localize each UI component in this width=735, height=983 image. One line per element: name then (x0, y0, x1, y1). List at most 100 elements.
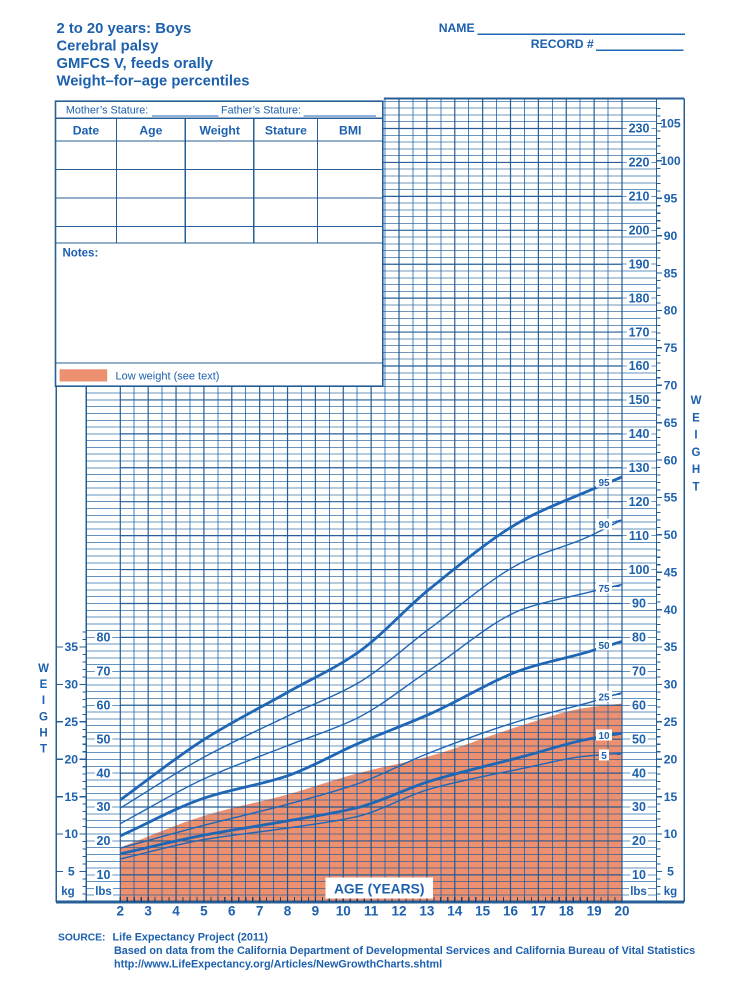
svg-text:lbs: lbs (95, 886, 112, 898)
svg-text:90: 90 (598, 520, 610, 531)
svg-text:5: 5 (200, 904, 208, 919)
svg-text:Mother’s Stature:: Mother’s Stature: (66, 105, 148, 117)
svg-text:AGE (YEARS): AGE (YEARS) (334, 882, 424, 897)
svg-text:Based on data from the Califor: Based on data from the California Depart… (114, 945, 695, 957)
svg-text:90: 90 (664, 229, 678, 243)
svg-text:SOURCE:: SOURCE: (58, 933, 105, 944)
svg-text:7: 7 (256, 904, 264, 919)
svg-text:200: 200 (629, 224, 650, 238)
svg-text:14: 14 (447, 904, 463, 919)
svg-text:20: 20 (65, 752, 79, 766)
svg-text:180: 180 (629, 291, 650, 305)
svg-text:4: 4 (172, 904, 180, 919)
svg-text:30: 30 (664, 678, 678, 692)
svg-text:100: 100 (660, 154, 681, 168)
svg-text:190: 190 (629, 257, 650, 271)
svg-text:W: W (691, 395, 702, 407)
svg-text:G: G (692, 447, 701, 459)
svg-text:BMI: BMI (339, 124, 361, 138)
svg-text:Life Expectancy Project (2011): Life Expectancy Project (2011) (113, 932, 269, 944)
svg-text:T: T (692, 482, 699, 494)
svg-text:100: 100 (629, 563, 650, 577)
svg-text:lbs: lbs (630, 886, 647, 898)
svg-text:10: 10 (598, 731, 610, 742)
svg-text:Notes:: Notes: (63, 248, 99, 260)
svg-text:20: 20 (614, 904, 629, 919)
svg-text:35: 35 (65, 640, 79, 654)
svg-text:70: 70 (632, 665, 646, 679)
svg-text:E: E (692, 412, 700, 424)
svg-text:8: 8 (284, 904, 292, 919)
svg-text:16: 16 (503, 904, 519, 919)
svg-text:RECORD #: RECORD # (531, 37, 594, 51)
svg-text:60: 60 (97, 698, 111, 712)
svg-text:55: 55 (664, 491, 678, 505)
svg-text:15: 15 (65, 790, 79, 804)
svg-text:9: 9 (312, 904, 320, 919)
svg-text:30: 30 (97, 800, 111, 814)
svg-text:65: 65 (664, 416, 678, 430)
svg-text:Cerebral palsy: Cerebral palsy (57, 39, 160, 55)
svg-text:210: 210 (629, 190, 650, 204)
svg-text:H: H (692, 464, 700, 476)
svg-text:30: 30 (65, 678, 79, 692)
svg-text:12: 12 (392, 904, 407, 919)
svg-text:10: 10 (336, 904, 351, 919)
svg-text:17: 17 (531, 904, 546, 919)
svg-text:5: 5 (68, 865, 75, 879)
svg-text:15: 15 (664, 790, 678, 804)
svg-text:10: 10 (65, 827, 79, 841)
svg-text:5: 5 (601, 751, 607, 762)
svg-text:25: 25 (598, 692, 610, 703)
svg-text:80: 80 (97, 631, 111, 645)
svg-text:kg: kg (61, 886, 74, 898)
svg-text:3: 3 (144, 904, 152, 919)
svg-text:110: 110 (629, 529, 649, 543)
svg-text:5: 5 (667, 865, 674, 879)
svg-text:W: W (38, 663, 49, 675)
svg-text:Age: Age (139, 124, 162, 138)
svg-text:230: 230 (629, 122, 650, 136)
svg-text:40: 40 (664, 603, 678, 617)
svg-text:60: 60 (664, 453, 678, 467)
svg-text:10: 10 (97, 868, 111, 882)
svg-text:140: 140 (629, 427, 650, 441)
svg-text:http://www.LifeExpectancy.org/: http://www.LifeExpectancy.org/Articles/N… (114, 958, 442, 970)
svg-text:35: 35 (664, 640, 678, 654)
svg-text:25: 25 (664, 715, 678, 729)
svg-text:10: 10 (664, 827, 678, 841)
svg-text:20: 20 (632, 834, 646, 848)
svg-text:60: 60 (632, 698, 646, 712)
svg-text:50: 50 (632, 732, 646, 746)
svg-text:50: 50 (664, 528, 678, 542)
svg-text:90: 90 (632, 597, 646, 611)
svg-text:NAME: NAME (439, 21, 475, 35)
svg-text:75: 75 (664, 341, 678, 355)
svg-text:70: 70 (97, 665, 111, 679)
svg-text:Date: Date (73, 124, 100, 138)
svg-text:30: 30 (632, 800, 646, 814)
svg-text:105: 105 (660, 117, 681, 131)
svg-text:80: 80 (632, 631, 646, 645)
svg-text:18: 18 (559, 904, 575, 919)
svg-text:2: 2 (117, 904, 125, 919)
svg-text:45: 45 (664, 565, 678, 579)
svg-text:T: T (40, 744, 47, 756)
svg-text:40: 40 (632, 766, 646, 780)
svg-text:Weight–for–age percentiles: Weight–for–age percentiles (57, 74, 250, 90)
svg-text:95: 95 (598, 478, 610, 489)
svg-text:50: 50 (598, 641, 610, 652)
svg-text:220: 220 (629, 156, 650, 170)
svg-text:Low weight (see text): Low weight (see text) (116, 371, 220, 383)
svg-text:80: 80 (664, 304, 678, 318)
svg-text:kg: kg (664, 886, 677, 898)
svg-text:85: 85 (664, 266, 678, 280)
svg-text:19: 19 (587, 904, 602, 919)
svg-text:G: G (39, 711, 48, 723)
svg-text:I: I (42, 695, 45, 707)
svg-text:40: 40 (97, 766, 111, 780)
svg-text:15: 15 (475, 904, 491, 919)
svg-text:75: 75 (598, 584, 610, 595)
svg-text:20: 20 (664, 752, 678, 766)
svg-text:11: 11 (364, 904, 379, 919)
